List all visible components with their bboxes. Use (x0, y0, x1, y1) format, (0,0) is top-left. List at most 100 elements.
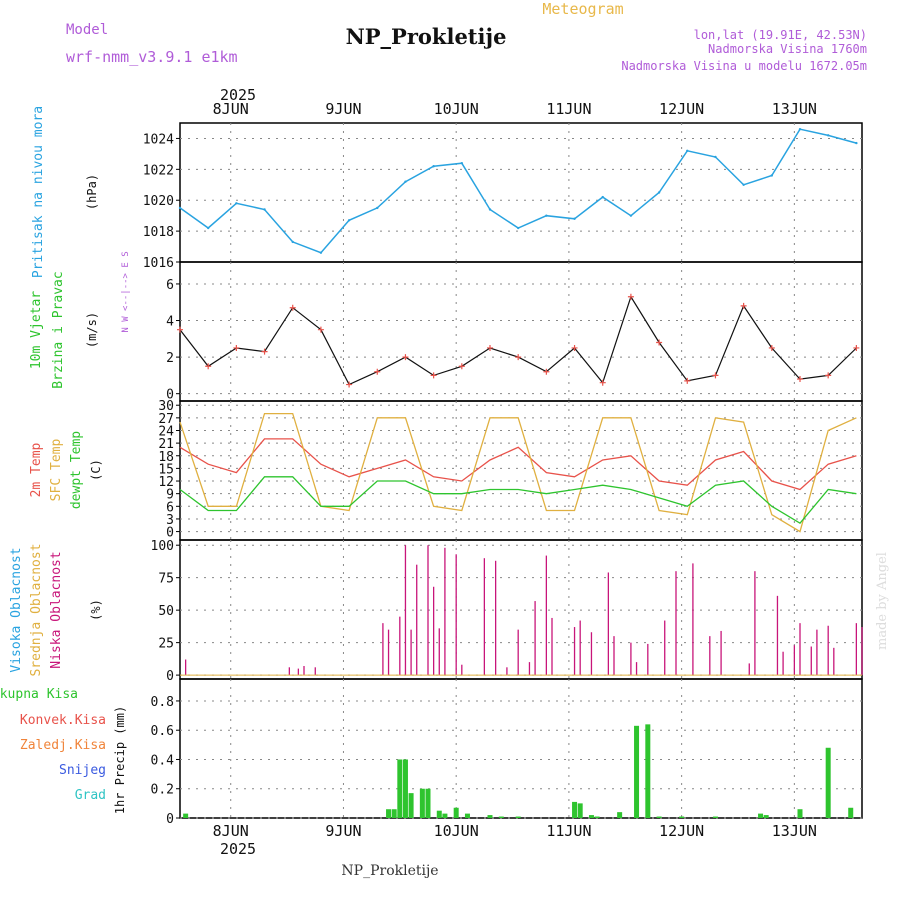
y-tick-label: 25 (158, 637, 174, 652)
wind-gust-marker (740, 302, 747, 309)
wind-gust-marker (853, 344, 860, 351)
pressure-point (629, 214, 633, 217)
wind-gust-marker (825, 372, 832, 379)
wind-gust-marker (656, 339, 663, 346)
precip-bar (408, 793, 414, 818)
precip-bar (391, 809, 397, 818)
wind-gust-marker (205, 363, 212, 370)
wind-gust-marker (571, 344, 578, 351)
y-tick-label: 21 (158, 437, 174, 452)
pressure-point (770, 174, 774, 177)
precip-bar (419, 788, 425, 818)
precip-bar (679, 816, 685, 818)
pressure-point (657, 191, 661, 194)
y-tick-label: 100 (151, 539, 174, 554)
pressure-point (376, 206, 379, 210)
pressure-point (798, 127, 802, 131)
pressure-point (206, 226, 210, 230)
pressure-point (291, 240, 294, 244)
model-altitude-text: Nadmorska Visina u modelu 1672.05m (621, 59, 867, 73)
plot-layer: 1016101810201022102402460369121518212427… (143, 100, 863, 840)
x-tick-label-top: 8JUN (213, 100, 249, 118)
precip-bar (758, 813, 764, 818)
footer-title: NP_Prokletije (341, 863, 438, 879)
wind-gust-marker (374, 368, 381, 375)
precip-bar (453, 807, 459, 818)
wind-gust-marker (712, 372, 719, 379)
precip-bar (763, 815, 769, 818)
wind-gust-marker (430, 372, 437, 379)
y-tick-label: 24 (158, 424, 174, 439)
precip-bar (183, 813, 189, 818)
y-tick-label: 1022 (143, 163, 174, 178)
x-tick-label-top: 12JUN (659, 100, 704, 118)
precip-label-conv: Konvek.Kisa (20, 713, 106, 728)
precip-bar (617, 812, 623, 818)
wind-gust-marker (402, 354, 409, 361)
pressure-unit: (hPa) (85, 174, 99, 210)
precip-bar (577, 803, 583, 818)
cloud-label-low: Niska Oblacnost (49, 551, 64, 668)
pressure-point (263, 208, 266, 211)
panel-frame-wind (179, 261, 863, 402)
pressure-point (319, 251, 323, 254)
y-tick-label: 0.6 (151, 724, 174, 739)
pressure-point (686, 149, 689, 152)
precip-bar (645, 724, 651, 818)
pressure-point (178, 206, 182, 210)
precip-bar (515, 816, 521, 818)
y-tick-label: 75 (158, 572, 174, 587)
panel-frame-precip (179, 678, 863, 819)
panel-frame-pressure (179, 122, 863, 263)
y-tick-label: 30 (158, 399, 174, 414)
y-tick-label: 1020 (143, 194, 174, 209)
cloud-label-mid: Srednja Oblacnost (29, 543, 44, 676)
precip-bar (464, 813, 470, 818)
pressure-point (855, 141, 858, 145)
y-tick-label: 6 (166, 278, 174, 293)
wind-gust-marker (261, 348, 268, 355)
temp-label-sfc: SFC Temp (49, 439, 64, 502)
wind-gust-marker (797, 376, 803, 383)
y-tick-label: 4 (166, 315, 174, 330)
panel-frame-temperature (179, 400, 863, 541)
precip-bar (572, 801, 578, 818)
chart-title: NP_Prokletije (346, 24, 507, 49)
wind-compass: N W <--|--> E S (121, 251, 131, 332)
x-tick-label-top: 13JUN (772, 100, 817, 118)
precip-bar (634, 725, 640, 818)
pressure-point (516, 226, 520, 230)
meteogram-label: Meteogram (542, 0, 623, 18)
dewpt-series-line (179, 476, 857, 525)
precip-label-total: Ukupna Kisa (0, 687, 78, 702)
precip-label-hail: Grad (75, 788, 106, 803)
precip-bar (402, 759, 408, 818)
y-tick-label: 0 (166, 812, 174, 827)
x-tick-label-bottom: 8JUN (213, 822, 249, 840)
wind-gust-marker (487, 344, 493, 351)
wind-label-2: Brzina i Pravac (51, 271, 66, 388)
y-tick-label: 18 (158, 450, 174, 465)
x-tick-label-bottom: 10JUN (434, 822, 479, 840)
wind-gust-marker (768, 344, 775, 351)
temp-unit: (C) (89, 459, 103, 481)
y-tick-label: 0.8 (151, 695, 174, 710)
y-tick-label: 0 (166, 669, 174, 684)
y-tick-label: 0.2 (151, 783, 174, 798)
wind-gust-marker (515, 354, 522, 361)
precip-bar (594, 816, 600, 818)
pressure-point (404, 180, 407, 183)
pressure-point (826, 134, 830, 137)
y-tick-label: 9 (166, 488, 174, 503)
pressure-point (432, 165, 435, 168)
year-bottom: 2025 (220, 840, 256, 858)
wind-gust-marker (233, 344, 240, 351)
pressure-point (488, 208, 492, 211)
y-tick-label: 50 (158, 604, 174, 619)
x-tick-label-bottom: 11JUN (546, 822, 591, 840)
pressure-series-line (179, 128, 857, 254)
wind-speed-line (179, 295, 857, 386)
pressure-point (601, 195, 604, 199)
wind-gust-marker (317, 326, 324, 333)
